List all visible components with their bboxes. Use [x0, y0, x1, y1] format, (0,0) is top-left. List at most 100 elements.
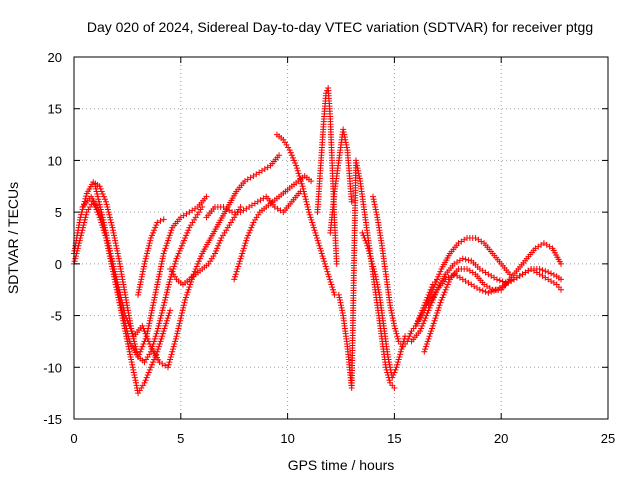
data-point-fill [398, 346, 405, 353]
data-point-fill [164, 237, 171, 244]
data-point-fill [433, 278, 440, 285]
x-axis-label: GPS time / hours [288, 457, 395, 473]
data-point-fill [114, 250, 121, 257]
data-point-fill [213, 247, 220, 254]
y-tick-label: 20 [48, 50, 62, 65]
data-point-fill [323, 266, 330, 273]
data-point-fill [145, 325, 152, 332]
data-point-fill [496, 277, 503, 284]
data-point-fill [119, 307, 126, 314]
data-point [141, 379, 148, 386]
data-point [429, 286, 436, 293]
y-tick-label: -15 [43, 412, 62, 427]
data-point-fill [391, 369, 398, 376]
data-point-fill [184, 229, 191, 236]
data-point-fill [162, 245, 169, 252]
data-point [152, 291, 159, 298]
data-point-fill [313, 232, 320, 239]
data-point-fill [426, 294, 433, 301]
data-point-fill [440, 291, 447, 298]
data-point-fill [421, 317, 428, 324]
data-point-fill [101, 196, 108, 203]
y-tick-label: 10 [48, 153, 62, 168]
data-point-fill [235, 263, 242, 270]
data-point-fill [106, 247, 113, 254]
data-point-fill [427, 330, 434, 337]
data-point-fill [152, 289, 159, 296]
data-point [325, 271, 332, 278]
data-point [154, 328, 161, 335]
data-point-fill [181, 299, 188, 306]
data-point-fill [154, 278, 161, 285]
data-point-fill [142, 335, 149, 342]
data-point-fill [327, 278, 334, 285]
data-point-fill [105, 209, 112, 216]
data-point-fill [365, 247, 372, 254]
data-point-fill [147, 237, 154, 244]
data-point-fill [167, 353, 174, 360]
data-point-fill [138, 276, 145, 283]
data-point-fill [392, 328, 399, 335]
data-point [493, 276, 500, 283]
data-point-fill [147, 315, 154, 322]
data-point [506, 271, 513, 278]
data-point-fill [302, 196, 309, 203]
data-point-fill [151, 227, 158, 234]
data-point-fill [296, 172, 303, 179]
data-point-fill [406, 333, 413, 340]
data-point-fill [310, 224, 317, 231]
data-point-fill [111, 268, 118, 275]
data-point [318, 250, 325, 257]
data-point-fill [321, 258, 328, 265]
axis-ticks: 0 5 10 15 20 25 -15 -10 -5 0 5 10 15 20 [43, 50, 615, 446]
data-point [179, 240, 186, 247]
data-point-fill [162, 322, 169, 329]
data-point-fill [422, 304, 429, 311]
data-point-fill [100, 193, 107, 200]
data-point-fill [158, 309, 165, 316]
data-point-fill [442, 286, 449, 293]
data-point-fill [103, 229, 110, 236]
data-point-fill [175, 325, 182, 332]
data-point-fill [164, 240, 171, 247]
data-point-fill [155, 276, 162, 283]
data-point-fill [372, 203, 379, 210]
data-point-fill [154, 325, 161, 332]
data-point-fill [125, 335, 132, 342]
data-point-fill [179, 309, 186, 316]
data-point-fill [182, 294, 189, 301]
data-point-fill [434, 276, 441, 283]
data-point-fill [171, 341, 178, 348]
data-point-fill [72, 255, 79, 262]
data-point-fill [360, 232, 367, 239]
data-point-fill [482, 288, 489, 295]
y-tick-label: -5 [50, 309, 62, 324]
data-point-fill [195, 258, 202, 265]
data-point-fill [326, 276, 333, 283]
data-point-fill [107, 216, 114, 223]
data-point-fill [287, 149, 294, 156]
data-point-fill [148, 309, 155, 316]
data-point-fill [165, 361, 172, 368]
data-point [154, 348, 161, 355]
data-point-fill [371, 198, 378, 205]
data-point-fill [193, 263, 200, 270]
data-point-fill [146, 317, 153, 324]
data-point-fill [236, 260, 243, 267]
data-point-fill [392, 366, 399, 373]
data-point-fill [142, 255, 149, 262]
data-point-fill [180, 304, 187, 311]
data-point-fill [177, 245, 184, 252]
data-point-fill [74, 245, 81, 252]
data-point-fill [97, 203, 104, 210]
data-point-fill [156, 317, 163, 324]
data-point-fill [356, 172, 363, 179]
data-point [109, 260, 116, 267]
data-point-fill [309, 219, 316, 226]
data-point-fill [183, 232, 190, 239]
data-point-fill [121, 317, 128, 324]
data-point-fill [242, 240, 249, 247]
data-point-fill [83, 211, 90, 218]
data-point [109, 224, 116, 231]
data-point-fill [113, 281, 120, 288]
